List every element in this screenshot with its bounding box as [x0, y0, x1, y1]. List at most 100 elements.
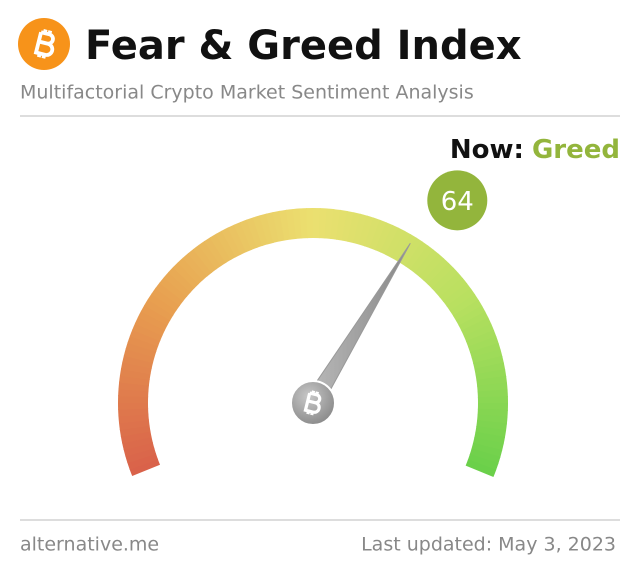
gauge-band — [227, 224, 247, 255]
now-label: Now: — [450, 135, 524, 165]
gauge-band — [374, 222, 394, 253]
gauge-band — [118, 407, 149, 417]
gauge-band — [477, 396, 508, 405]
gauge-band — [221, 227, 242, 258]
gauge-band — [203, 237, 227, 267]
gauge-band — [172, 262, 200, 289]
gauge-band — [465, 329, 497, 348]
gauge-band — [129, 458, 161, 477]
gauge-band — [369, 219, 387, 251]
gauge-band — [335, 209, 348, 241]
gauge-band — [140, 304, 171, 326]
gauge-band — [120, 430, 152, 444]
gauge-band — [151, 287, 181, 311]
gauge-band — [423, 258, 450, 285]
gauge-band — [390, 230, 412, 261]
gauge-band — [125, 341, 157, 358]
gauge: 64 — [117, 170, 508, 477]
gauge-band — [439, 277, 468, 303]
gauge-band — [471, 442, 503, 458]
gauge-band — [265, 212, 280, 243]
gauge-band — [330, 209, 342, 240]
gauge-band — [122, 436, 153, 451]
gauge-band — [474, 431, 506, 445]
gauge-band — [469, 448, 501, 465]
gauge-band — [246, 217, 263, 248]
gauge-band — [358, 215, 375, 247]
gauge-band — [472, 437, 504, 452]
gauge-band — [272, 210, 286, 242]
gauge-band — [475, 425, 507, 438]
gauge-band — [147, 293, 177, 316]
gauge-band — [279, 209, 291, 241]
gauge-band — [471, 349, 503, 364]
gauge-band — [477, 382, 508, 393]
gauge-band — [159, 276, 188, 302]
gauge-band — [155, 282, 184, 307]
gauge-band — [118, 413, 149, 424]
gauge-band — [233, 221, 252, 253]
gauge-band — [347, 212, 362, 244]
gauge-band — [118, 395, 149, 403]
gauge-band — [119, 425, 151, 437]
now-status: Now: Greed — [450, 135, 620, 165]
gauge-band — [209, 233, 232, 264]
gauge-band — [306, 208, 315, 239]
gauge-band — [476, 420, 507, 432]
hub-mark — [303, 390, 322, 416]
gauge-band — [465, 459, 497, 477]
gauge-band — [215, 230, 237, 261]
gauge-band — [449, 293, 479, 317]
gauge-band — [129, 329, 161, 347]
gauge-band — [446, 288, 476, 312]
last-updated: Last updated: May 3, 2023 — [361, 534, 616, 556]
gauge-band — [341, 210, 355, 242]
gauge-band — [127, 453, 158, 470]
source: alternative.me — [20, 534, 159, 556]
gauge-band — [252, 215, 269, 247]
gauge-band — [198, 240, 222, 270]
gauge-band — [474, 362, 506, 376]
gauge-band — [313, 208, 321, 239]
gauge-band — [117, 401, 149, 410]
value-label: 64 — [441, 187, 474, 217]
gauge-band — [468, 336, 499, 353]
gauge-band — [467, 453, 499, 471]
gauge-band — [132, 322, 163, 342]
gauge-band — [127, 335, 159, 353]
gauge-band — [414, 249, 440, 278]
gauge-band — [292, 208, 303, 239]
gauge-band — [427, 262, 454, 290]
subtitle: Multifactorial Crypto Market Sentiment A… — [20, 82, 474, 104]
logo-mark — [33, 29, 55, 59]
gauge-band — [380, 224, 400, 256]
gauge-band — [419, 253, 445, 281]
gauge-band — [477, 389, 508, 399]
gauge-band — [119, 368, 151, 381]
gauge-band — [477, 403, 508, 411]
gauge-band — [259, 213, 274, 245]
gauge-band — [120, 361, 152, 375]
gauge-band — [125, 447, 157, 464]
gauge-band — [469, 342, 501, 359]
gauge-band — [144, 298, 174, 321]
gauge-band — [187, 248, 213, 277]
gauge-band — [134, 316, 166, 336]
gauge-band — [455, 305, 486, 327]
gauge-band — [122, 354, 154, 369]
gauge-band — [137, 310, 168, 331]
gauge-band — [177, 257, 204, 285]
gauge-band — [363, 217, 381, 249]
gauge-band — [405, 241, 429, 271]
gauge-band — [168, 266, 195, 293]
value-badge — [427, 170, 488, 231]
gauge-band — [475, 369, 507, 381]
gauge-band — [299, 208, 309, 239]
gauge-band — [458, 311, 489, 332]
classification: Greed — [532, 135, 620, 165]
gauge-band — [119, 374, 150, 386]
gauge-band — [473, 355, 504, 370]
gauge-band — [192, 244, 217, 273]
gauge-band — [443, 282, 472, 307]
gauge-band — [123, 348, 155, 364]
